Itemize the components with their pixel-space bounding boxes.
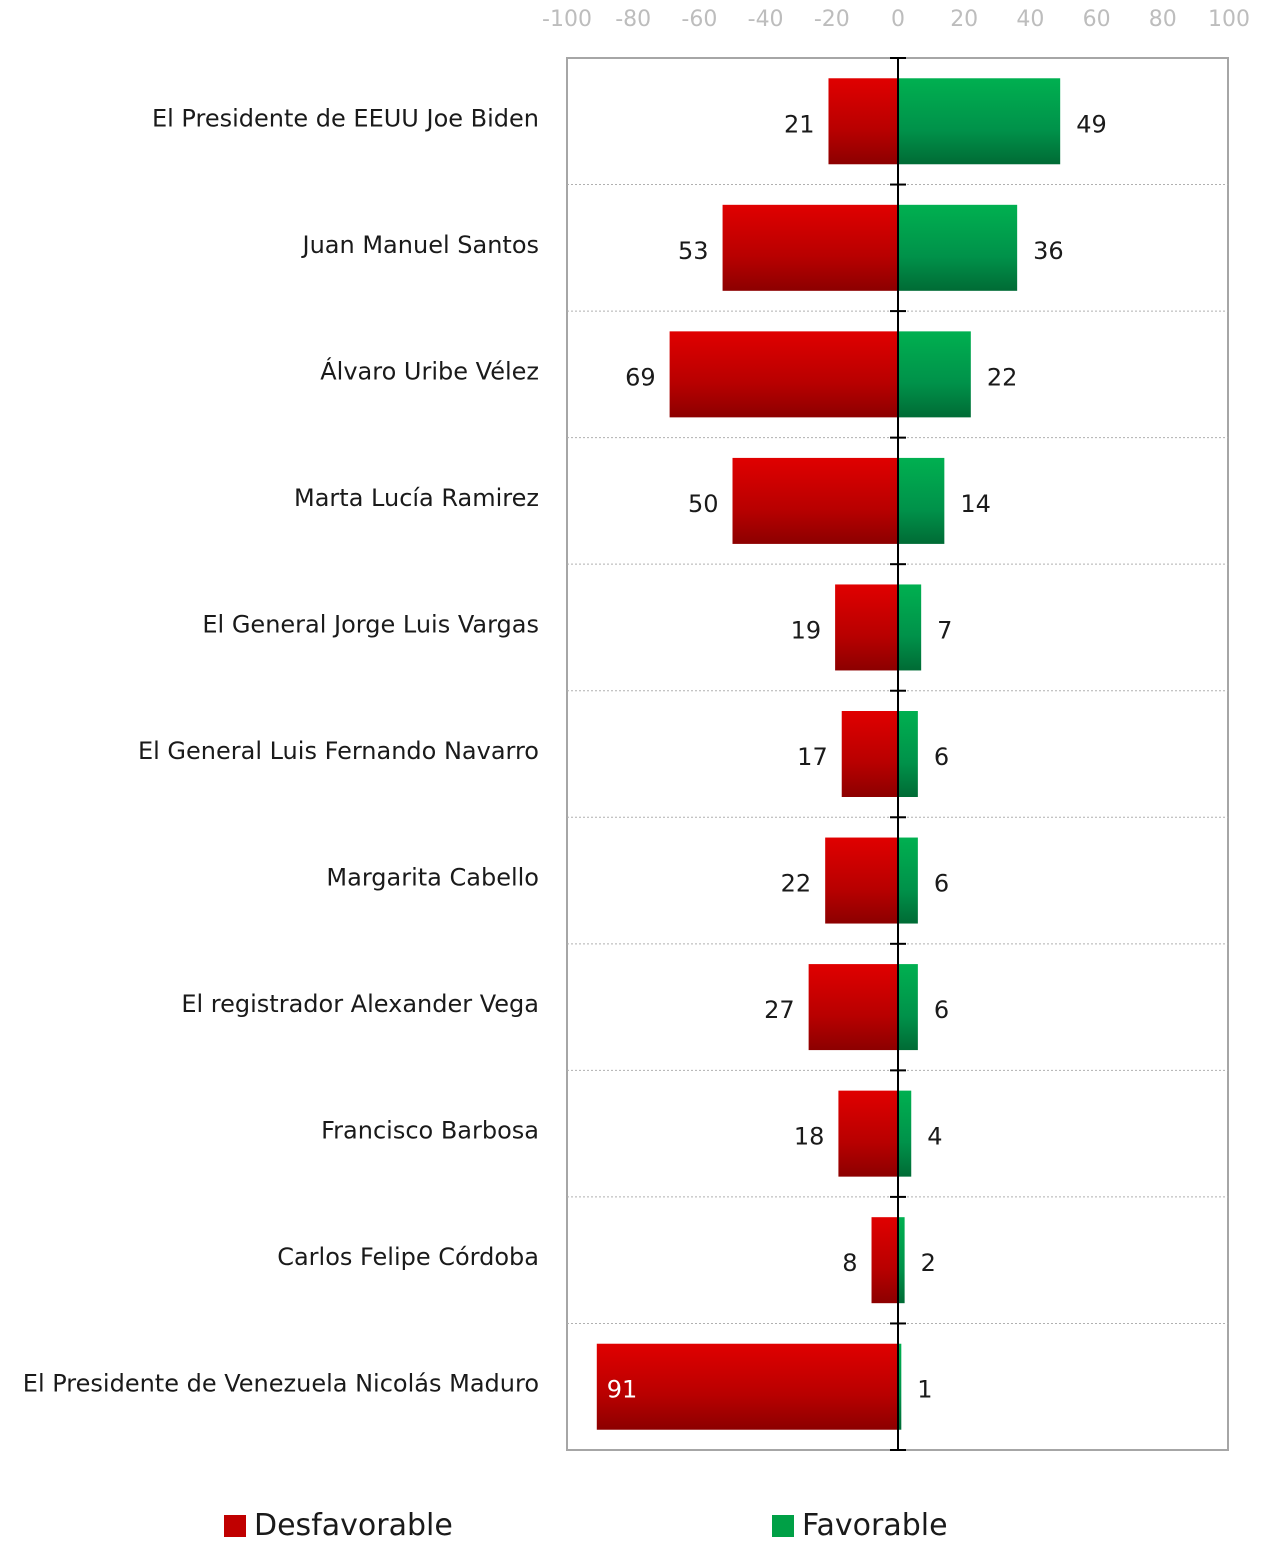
value-label-favorable: 6: [934, 870, 949, 898]
category-label: Francisco Barbosa: [321, 1117, 539, 1145]
value-label-favorable: 4: [927, 1123, 942, 1151]
value-label-favorable: 7: [937, 616, 952, 644]
value-label-desfavorable: 8: [842, 1249, 857, 1277]
value-label-favorable: 2: [921, 1249, 936, 1277]
bar-desfavorable: [669, 331, 898, 418]
bar-desfavorable: [732, 457, 898, 544]
value-label-favorable: 1: [917, 1376, 932, 1404]
legend-item-favorable: Favorable: [772, 1508, 948, 1543]
bar-favorable: [898, 78, 1061, 165]
x-tick-label: -60: [681, 7, 717, 32]
bar-desfavorable: [838, 1090, 898, 1177]
value-label-favorable: 14: [960, 490, 991, 518]
category-label: El Presidente de Venezuela Nicolás Madur…: [23, 1370, 539, 1398]
bar-favorable: [898, 204, 1018, 291]
legend-swatch-desfavorable: [224, 1514, 246, 1537]
x-tick-label: 80: [1149, 7, 1177, 32]
category-label: Marta Lucía Ramirez: [294, 484, 539, 512]
category-label: Margarita Cabello: [326, 864, 539, 892]
bar-favorable: [898, 837, 918, 924]
legend-item-desfavorable: Desfavorable: [224, 1508, 453, 1543]
x-tick-label: 0: [891, 7, 905, 32]
bar-favorable: [898, 1217, 905, 1304]
bar-favorable: [898, 1090, 912, 1177]
bar-desfavorable: [841, 711, 898, 797]
category-label: Juan Manuel Santos: [301, 231, 539, 259]
value-label-favorable: 36: [1033, 237, 1064, 265]
x-tick-label: -100: [542, 7, 592, 32]
chart: -100 -80 -60 -40 -20 0 20 40 60 80 100 El Presiden…: [23, 7, 1250, 1451]
x-tick-label: -20: [814, 7, 850, 32]
category-label: El Presidente de EEUU Joe Biden: [152, 104, 539, 132]
value-label-desfavorable: 53: [678, 237, 709, 265]
bar-desfavorable: [828, 78, 898, 165]
value-label-desfavorable: 21: [784, 110, 815, 138]
x-tick-label: 20: [950, 7, 978, 32]
bar-favorable: [898, 331, 971, 418]
value-label-desfavorable: 19: [791, 616, 822, 644]
bar-desfavorable: [825, 837, 898, 924]
category-label: El General Jorge Luis Vargas: [202, 610, 539, 638]
bar-desfavorable: [722, 204, 898, 291]
bar-desfavorable: [596, 1343, 898, 1430]
value-labels: 21 49 53 36 69 22 50 14 19 7 17 6 22 6 27 6 18 4 8 2 91 1: [607, 110, 1107, 1403]
bar-desfavorable: [871, 1217, 898, 1304]
bar-favorable: [898, 584, 922, 671]
value-label-favorable: 49: [1076, 110, 1107, 138]
value-label-favorable: 22: [987, 363, 1018, 391]
value-label-favorable: 6: [934, 996, 949, 1024]
category-label: Álvaro Uribe Vélez: [320, 356, 539, 385]
bar-desfavorable: [808, 964, 898, 1051]
x-tick-label: 100: [1208, 7, 1250, 32]
x-axis-ticks: -100 -80 -60 -40 -20 0 20 40 60 80 100: [542, 7, 1250, 32]
bar-desfavorable: [835, 584, 898, 671]
bar-favorable: [898, 964, 918, 1051]
category-label: Carlos Felipe Córdoba: [277, 1243, 539, 1271]
value-label-desfavorable: 18: [794, 1123, 825, 1151]
value-label-desfavorable: 17: [797, 743, 828, 771]
legend-label-favorable: Favorable: [802, 1508, 948, 1543]
value-label-favorable: 6: [934, 743, 949, 771]
legend-swatch-favorable: [772, 1514, 794, 1537]
zero-axis: [890, 57, 906, 1451]
value-label-desfavorable: 27: [764, 996, 795, 1024]
bars: [596, 78, 1061, 1430]
value-label-desfavorable: 50: [688, 490, 719, 518]
value-label-desfavorable: 22: [781, 870, 812, 898]
bar-favorable: [898, 1343, 902, 1430]
category-labels: El Presidente de EEUU Joe Biden Juan Manu…: [23, 104, 539, 1397]
bar-favorable: [898, 711, 918, 797]
value-label-desfavorable: 91: [607, 1376, 638, 1404]
x-tick-label: -80: [615, 7, 651, 32]
value-label-desfavorable: 69: [625, 363, 656, 391]
x-tick-label: 40: [1016, 7, 1044, 32]
category-label: El registrador Alexander Vega: [181, 990, 539, 1018]
category-label: El General Luis Fernando Navarro: [138, 737, 539, 765]
x-tick-label: 60: [1083, 7, 1111, 32]
legend-label-desfavorable: Desfavorable: [254, 1508, 453, 1543]
bar-favorable: [898, 457, 945, 544]
x-tick-label: -40: [748, 7, 784, 32]
